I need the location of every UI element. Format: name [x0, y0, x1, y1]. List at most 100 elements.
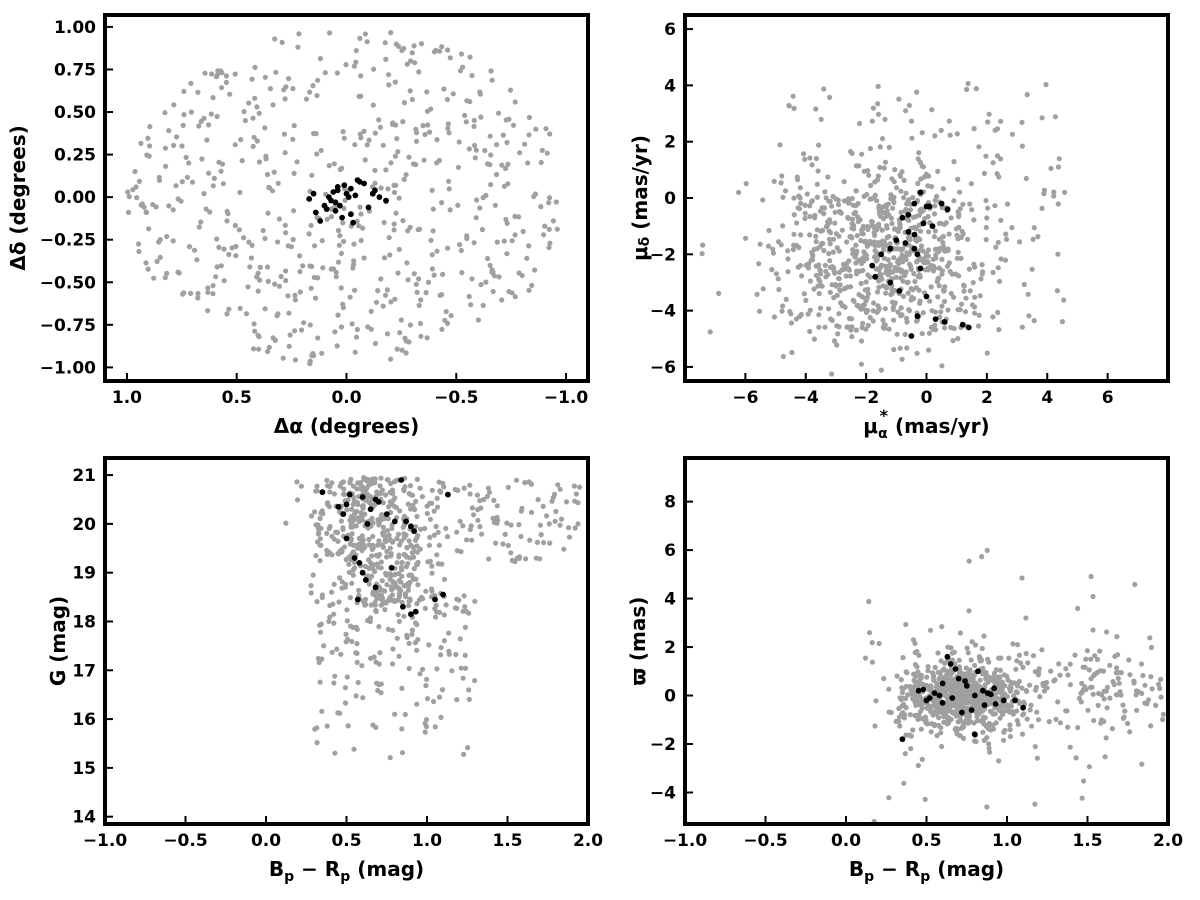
field-star-point — [866, 598, 872, 605]
y-tick-label: 1.00 — [54, 18, 96, 38]
field-star-point — [1004, 201, 1011, 207]
field-star-point — [447, 207, 453, 213]
field-star-point — [379, 578, 385, 584]
field-star-point — [983, 153, 989, 159]
field-star-point — [392, 598, 398, 605]
field-star-point — [864, 240, 870, 246]
field-star-point — [144, 152, 150, 158]
field-star-point — [927, 298, 933, 304]
field-star-point — [494, 142, 500, 148]
field-star-point — [340, 129, 346, 135]
field-star-point — [438, 645, 444, 651]
field-star-point — [903, 669, 909, 675]
field-star-point — [291, 123, 297, 129]
member-star-point — [350, 219, 356, 226]
field-star-point — [352, 565, 358, 571]
field-star-point — [886, 326, 892, 332]
field-star-point — [434, 666, 440, 672]
field-star-point — [359, 533, 365, 539]
field-star-point — [819, 227, 826, 233]
field-star-point — [376, 551, 383, 558]
field-star-point — [1021, 281, 1027, 288]
field-star-point — [1007, 733, 1014, 740]
member-star-point — [364, 521, 371, 527]
member-star-point — [365, 204, 372, 211]
field-star-point — [920, 310, 926, 316]
field-star-point — [407, 572, 413, 578]
member-star-point — [332, 207, 339, 214]
field-star-point — [506, 289, 512, 295]
field-star-point — [832, 220, 838, 226]
field-star-point — [826, 220, 833, 226]
field-star-point — [575, 500, 581, 506]
field-star-point — [166, 128, 172, 134]
field-star-point — [471, 512, 477, 518]
field-star-point — [550, 218, 557, 224]
field-star-point — [241, 235, 247, 241]
field-star-point — [876, 224, 882, 230]
field-star-point — [878, 367, 885, 373]
field-star-point — [331, 161, 337, 167]
field-star-point — [353, 693, 359, 699]
member-star-point — [938, 200, 945, 207]
field-star-point — [133, 184, 139, 190]
field-star-point — [972, 662, 978, 669]
field-star-point — [1156, 681, 1162, 687]
field-star-point — [513, 477, 520, 483]
field-star-point — [317, 679, 323, 685]
field-star-point — [367, 493, 373, 500]
field-star-point — [219, 70, 225, 76]
field-star-point — [1005, 677, 1011, 683]
field-star-point — [444, 534, 451, 540]
field-star-point — [429, 500, 435, 506]
field-star-point — [417, 320, 424, 327]
field-star-point — [316, 659, 322, 666]
field-star-point — [1048, 165, 1054, 171]
field-star-point — [1148, 674, 1154, 680]
field-star-point — [1019, 143, 1025, 149]
field-star-point — [783, 296, 789, 302]
field-star-point — [162, 275, 168, 281]
field-star-point — [972, 294, 978, 300]
field-star-point — [566, 525, 572, 531]
field-star-point — [403, 350, 409, 356]
field-star-point — [903, 108, 909, 114]
field-star-point — [976, 705, 983, 711]
member-stars-layer — [869, 189, 972, 339]
field-star-point — [501, 183, 507, 189]
field-star-point — [971, 261, 977, 267]
field-star-point — [981, 633, 987, 639]
member-star-point — [356, 560, 363, 566]
field-star-point — [399, 573, 405, 579]
field-star-point — [439, 561, 445, 567]
field-star-point — [1006, 655, 1012, 661]
field-star-point — [919, 756, 925, 763]
field-star-point — [329, 589, 335, 595]
field-star-point — [1094, 656, 1101, 663]
field-star-point — [898, 209, 904, 215]
field-star-point — [932, 664, 938, 671]
field-star-point — [956, 224, 962, 230]
field-star-point — [880, 317, 886, 323]
field-star-point — [239, 158, 245, 164]
field-star-point — [813, 155, 820, 162]
field-star-point — [955, 693, 961, 699]
x-axis-label: μα* (mas/yr) — [863, 406, 989, 442]
field-star-point — [856, 120, 863, 127]
field-star-point — [916, 150, 922, 156]
field-star-point — [176, 270, 182, 276]
field-star-point — [1025, 291, 1031, 297]
field-star-point — [207, 209, 213, 215]
member-star-point — [335, 503, 342, 510]
field-star-point — [925, 668, 931, 674]
field-star-point — [985, 205, 991, 211]
field-star-point — [811, 336, 818, 342]
field-star-point — [945, 307, 951, 313]
field-star-point — [382, 292, 389, 298]
field-star-point — [433, 47, 439, 54]
field-star-point — [1035, 234, 1041, 240]
field-star-point — [399, 567, 405, 573]
field-star-point — [791, 105, 797, 111]
field-star-point — [922, 796, 928, 803]
